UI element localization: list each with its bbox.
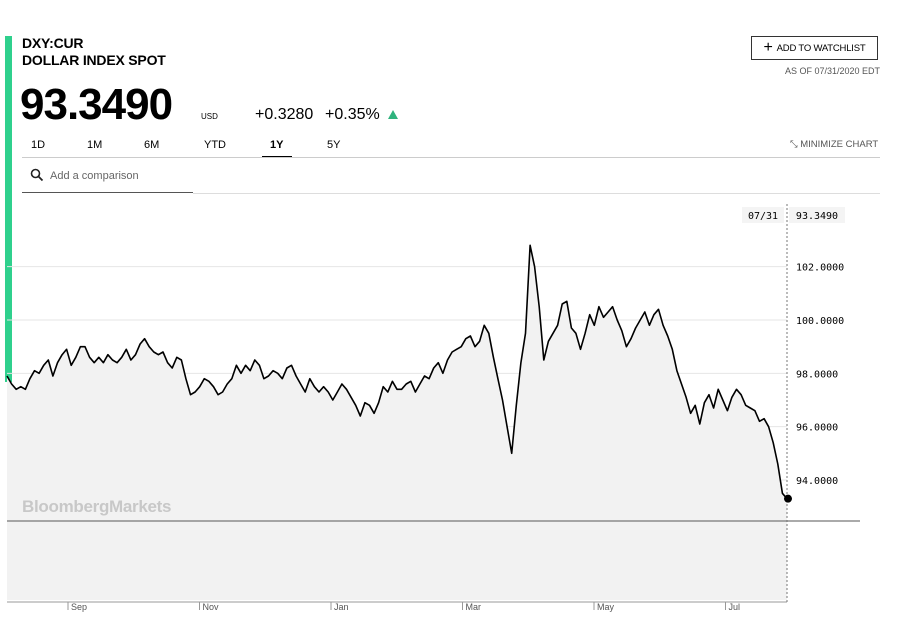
price-change-percent: +0.35%: [325, 106, 380, 123]
last-price: 93.3490: [20, 80, 173, 129]
price-area: [7, 245, 787, 601]
date-readout-box: [742, 207, 784, 223]
add-comparison-input[interactable]: Add a comparison: [50, 170, 139, 182]
minimize-chart-button[interactable]: ⤡ MINIMIZE CHART: [790, 139, 878, 150]
comparison-input-underline: [22, 192, 193, 193]
minimize-icon: ⤡: [790, 139, 798, 150]
plus-icon: +: [763, 39, 773, 56]
price-line: [6, 244, 788, 500]
x-tick-label: Jul: [729, 602, 741, 612]
y-tick-label: 102.0000: [796, 263, 844, 274]
value-readout-box: [789, 207, 845, 223]
y-tick-label: 96.0000: [796, 423, 838, 434]
range-tab-1y[interactable]: 1Y: [270, 139, 284, 151]
x-tick-label: May: [597, 602, 615, 612]
range-tab-6m[interactable]: 6M: [144, 139, 160, 151]
last-price-dot: [784, 494, 792, 503]
add-to-watchlist-button[interactable]: + ADD TO WATCHLIST: [751, 36, 878, 60]
date-readout: 07/31: [748, 211, 778, 222]
y-tick-label: 100.0000: [796, 316, 844, 327]
x-tick-label: Jan: [334, 602, 349, 612]
bloomberg-markets-logo: BloombergMarkets: [22, 497, 172, 516]
watchlist-button-label: ADD TO WATCHLIST: [776, 42, 866, 54]
y-tick-label: 98.0000: [796, 369, 838, 380]
range-tab-ytd[interactable]: YTD: [204, 139, 226, 151]
divider: [193, 193, 880, 194]
security-name: DOLLAR INDEX SPOT: [22, 52, 166, 68]
x-tick-label: Mar: [466, 602, 482, 612]
value-readout: 93.3490: [796, 211, 838, 222]
crosshair-readout: 07/31 93.3490: [742, 207, 845, 223]
ticker-symbol: DXY:CUR: [22, 35, 84, 51]
x-axis-ticks: Sep Nov Jan Mar May Jul: [67, 602, 741, 612]
price-change: +0.3280: [255, 106, 314, 123]
search-icon: [30, 168, 44, 182]
y-tick-label: 94.0000: [796, 476, 838, 487]
currency-label: USD: [201, 112, 218, 121]
divider: [22, 157, 880, 158]
y-axis-ticks: 94.0000 96.0000 98.0000 100.0000 102.0000: [796, 263, 844, 487]
x-tick-label: Nov: [203, 602, 220, 612]
as-of-timestamp: AS OF 07/31/2020 EDT: [784, 66, 880, 76]
minimize-chart-label: MINIMIZE CHART: [800, 139, 879, 150]
range-tab-1d[interactable]: 1D: [31, 139, 46, 151]
x-tick-label: Sep: [71, 602, 87, 612]
range-tab-1m[interactable]: 1M: [87, 139, 103, 151]
range-tab-5y[interactable]: 5Y: [327, 139, 341, 151]
accent-bar: [5, 36, 12, 382]
up-arrow-icon: [388, 110, 398, 119]
